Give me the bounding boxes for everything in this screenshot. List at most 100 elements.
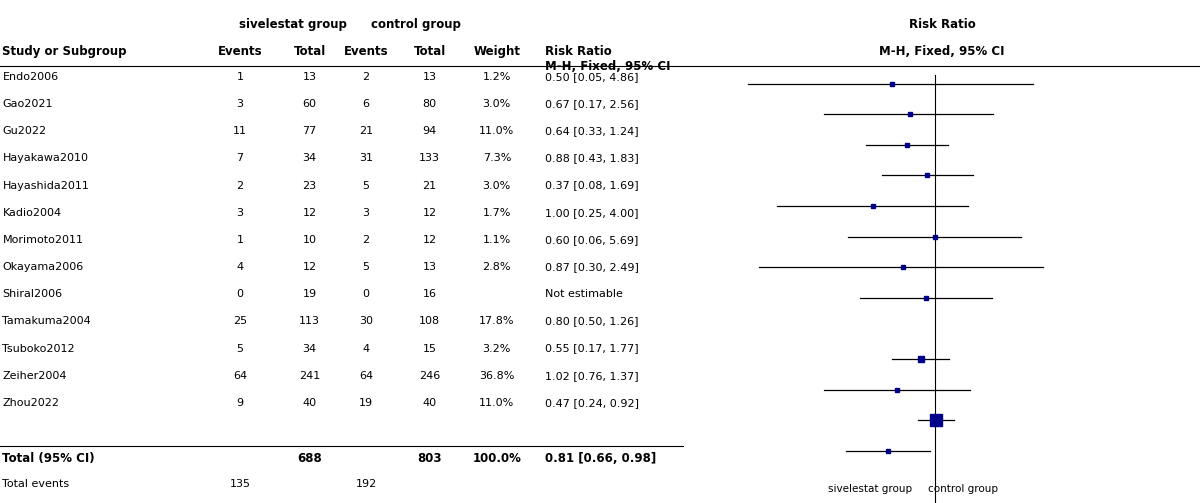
Text: Total: Total [414, 45, 445, 58]
Text: 3.0%: 3.0% [482, 181, 511, 191]
Text: 4: 4 [362, 344, 370, 354]
Text: 0.60 [0.06, 5.69]: 0.60 [0.06, 5.69] [545, 235, 638, 245]
Text: 0: 0 [236, 289, 244, 299]
Text: 192: 192 [355, 479, 377, 489]
Text: 12: 12 [302, 208, 317, 218]
Text: 688: 688 [298, 452, 322, 465]
Text: Kadio2004: Kadio2004 [2, 208, 61, 218]
Text: Tsuboko2012: Tsuboko2012 [2, 344, 76, 354]
Text: 16: 16 [422, 289, 437, 299]
Text: Total events: Total events [2, 479, 70, 489]
Text: 10: 10 [302, 235, 317, 245]
Text: Events: Events [217, 45, 263, 58]
Text: Study or Subgroup: Study or Subgroup [2, 45, 127, 58]
Text: M-H, Fixed, 95% CI: M-H, Fixed, 95% CI [545, 60, 671, 73]
Text: 3: 3 [236, 208, 244, 218]
Text: 0.64 [0.33, 1.24]: 0.64 [0.33, 1.24] [545, 126, 638, 136]
Text: 7: 7 [236, 153, 244, 163]
Text: 1.2%: 1.2% [482, 72, 511, 82]
Text: 40: 40 [302, 398, 317, 408]
Text: Weight: Weight [473, 45, 521, 58]
Text: 12: 12 [422, 235, 437, 245]
Text: 3.0%: 3.0% [482, 99, 511, 109]
Text: 108: 108 [419, 316, 440, 326]
Text: 11: 11 [233, 126, 247, 136]
Text: 133: 133 [419, 153, 440, 163]
Text: Events: Events [343, 45, 389, 58]
Text: 1.00 [0.25, 4.00]: 1.00 [0.25, 4.00] [545, 208, 638, 218]
Text: 246: 246 [419, 371, 440, 381]
Text: 13: 13 [422, 262, 437, 272]
Text: 11.0%: 11.0% [479, 398, 515, 408]
Text: control group: control group [928, 484, 997, 494]
Text: 1: 1 [236, 72, 244, 82]
Text: 0.87 [0.30, 2.49]: 0.87 [0.30, 2.49] [545, 262, 638, 272]
Text: 80: 80 [422, 99, 437, 109]
Text: 6: 6 [362, 99, 370, 109]
Text: 13: 13 [302, 72, 317, 82]
Text: 40: 40 [422, 398, 437, 408]
Text: 5: 5 [236, 344, 244, 354]
Text: 60: 60 [302, 99, 317, 109]
Text: 34: 34 [302, 153, 317, 163]
Text: 0.80 [0.50, 1.26]: 0.80 [0.50, 1.26] [545, 316, 638, 326]
Text: 2: 2 [362, 235, 370, 245]
Text: 0.47 [0.24, 0.92]: 0.47 [0.24, 0.92] [545, 398, 638, 408]
Text: control group: control group [371, 18, 461, 31]
Text: 0.50 [0.05, 4.86]: 0.50 [0.05, 4.86] [545, 72, 638, 82]
Text: 241: 241 [299, 371, 320, 381]
Text: Total (95% CI): Total (95% CI) [2, 452, 95, 465]
Text: 77: 77 [302, 126, 317, 136]
Text: 15: 15 [422, 344, 437, 354]
Text: 5: 5 [362, 181, 370, 191]
Text: 12: 12 [302, 262, 317, 272]
Text: 64: 64 [359, 371, 373, 381]
Text: 64: 64 [233, 371, 247, 381]
Text: Zeiher2004: Zeiher2004 [2, 371, 67, 381]
Text: 25: 25 [233, 316, 247, 326]
Text: 21: 21 [359, 126, 373, 136]
Text: 9: 9 [236, 398, 244, 408]
Text: Okayama2006: Okayama2006 [2, 262, 84, 272]
Text: Risk Ratio: Risk Ratio [908, 18, 976, 31]
Text: Not estimable: Not estimable [545, 289, 623, 299]
Text: 30: 30 [359, 316, 373, 326]
Text: 36.8%: 36.8% [479, 371, 515, 381]
Text: 803: 803 [418, 452, 442, 465]
Text: 7.3%: 7.3% [482, 153, 511, 163]
Text: 1: 1 [236, 235, 244, 245]
Text: 21: 21 [422, 181, 437, 191]
Text: 4: 4 [236, 262, 244, 272]
Text: 2.8%: 2.8% [482, 262, 511, 272]
Text: 31: 31 [359, 153, 373, 163]
Text: sivelestat group: sivelestat group [239, 18, 347, 31]
Text: 113: 113 [299, 316, 320, 326]
Text: 3.2%: 3.2% [482, 344, 511, 354]
Text: 23: 23 [302, 181, 317, 191]
Text: 94: 94 [422, 126, 437, 136]
Text: Gao2021: Gao2021 [2, 99, 53, 109]
Text: 0: 0 [362, 289, 370, 299]
Text: Total: Total [294, 45, 325, 58]
Text: 17.8%: 17.8% [479, 316, 515, 326]
Text: 1.1%: 1.1% [482, 235, 511, 245]
Text: 135: 135 [229, 479, 251, 489]
Text: 1.02 [0.76, 1.37]: 1.02 [0.76, 1.37] [545, 371, 638, 381]
Text: 5: 5 [362, 262, 370, 272]
Text: 13: 13 [422, 72, 437, 82]
Text: 3: 3 [236, 99, 244, 109]
Text: Morimoto2011: Morimoto2011 [2, 235, 84, 245]
Text: 19: 19 [302, 289, 317, 299]
Text: 2: 2 [362, 72, 370, 82]
Text: Gu2022: Gu2022 [2, 126, 47, 136]
Text: 19: 19 [359, 398, 373, 408]
Text: Zhou2022: Zhou2022 [2, 398, 60, 408]
Text: Hayakawa2010: Hayakawa2010 [2, 153, 89, 163]
Text: 12: 12 [422, 208, 437, 218]
Text: Shiral2006: Shiral2006 [2, 289, 62, 299]
Text: 34: 34 [302, 344, 317, 354]
Text: 1.7%: 1.7% [482, 208, 511, 218]
Text: 0.37 [0.08, 1.69]: 0.37 [0.08, 1.69] [545, 181, 638, 191]
Text: Hayashida2011: Hayashida2011 [2, 181, 89, 191]
Text: 0.67 [0.17, 2.56]: 0.67 [0.17, 2.56] [545, 99, 638, 109]
